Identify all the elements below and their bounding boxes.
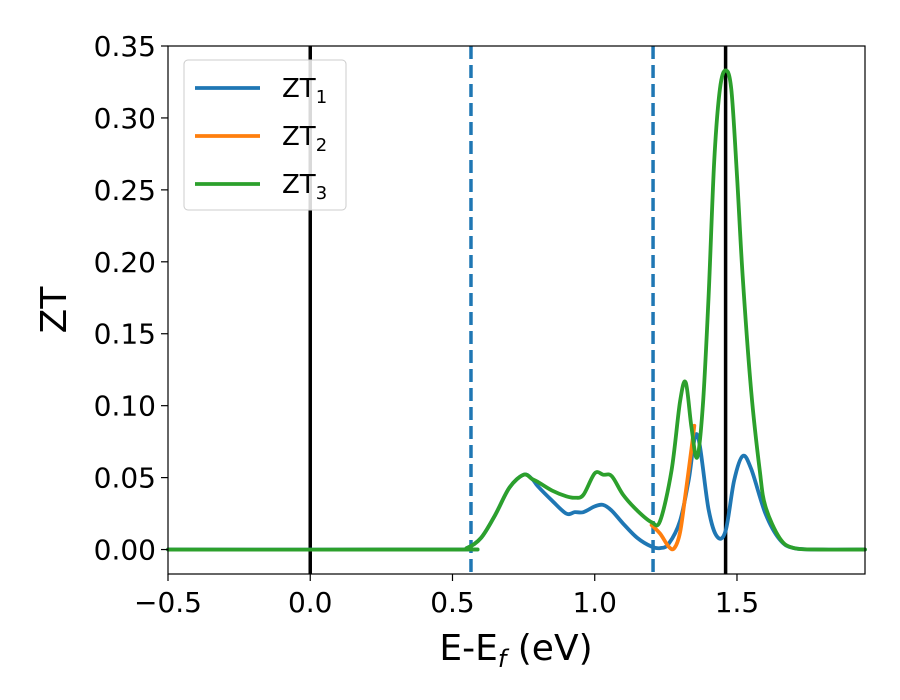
x-tick-label: −0.5 — [134, 586, 202, 619]
series-line-2 — [649, 423, 697, 552]
series-layer — [166, 68, 867, 552]
y-axis-label: ZT — [34, 286, 75, 334]
y-tick-label: 0.05 — [94, 462, 156, 495]
y-tick-label: 0.15 — [94, 318, 156, 351]
y-tick-label: 0.25 — [94, 174, 156, 207]
x-axis-ticks: −0.5 0.0 0.5 1.0 1.5 — [134, 574, 759, 619]
y-axis-ticks: 0.00 0.05 0.10 0.15 0.20 0.25 0.30 0.35 — [94, 30, 168, 567]
legend-label-base: ZT — [282, 170, 316, 200]
y-tick-label: 0.00 — [94, 534, 156, 567]
x-tick-label: 0.5 — [430, 586, 475, 619]
x-tick-label: 1.5 — [715, 586, 760, 619]
x-axis-label-suffix: (eV) — [506, 628, 592, 669]
y-tick-label: 0.20 — [94, 246, 156, 279]
x-tick-label: 0.0 — [288, 586, 333, 619]
plot-frame — [167, 45, 866, 575]
legend-label-1: ZT1 — [282, 74, 327, 108]
series-line-3 — [166, 68, 867, 552]
y-tick-label: 0.10 — [94, 390, 156, 423]
x-tick-label: 1.0 — [572, 586, 617, 619]
y-tick-label: 0.30 — [94, 102, 156, 135]
legend-label-subscript: 1 — [316, 87, 327, 108]
legend-label-2: ZT2 — [282, 122, 327, 156]
legend-label-subscript: 3 — [316, 183, 327, 204]
y-tick-label: 0.35 — [94, 30, 156, 63]
legend-label-base: ZT — [282, 74, 316, 104]
x-axis-label: E-Ef (eV) — [439, 628, 592, 673]
legend-frame — [183, 59, 347, 211]
legend-label-subscript: 2 — [316, 135, 327, 156]
legend-label-3: ZT3 — [282, 170, 327, 204]
legend-label-base: ZT — [282, 122, 316, 152]
x-axis-label-base: E-E — [439, 628, 497, 669]
